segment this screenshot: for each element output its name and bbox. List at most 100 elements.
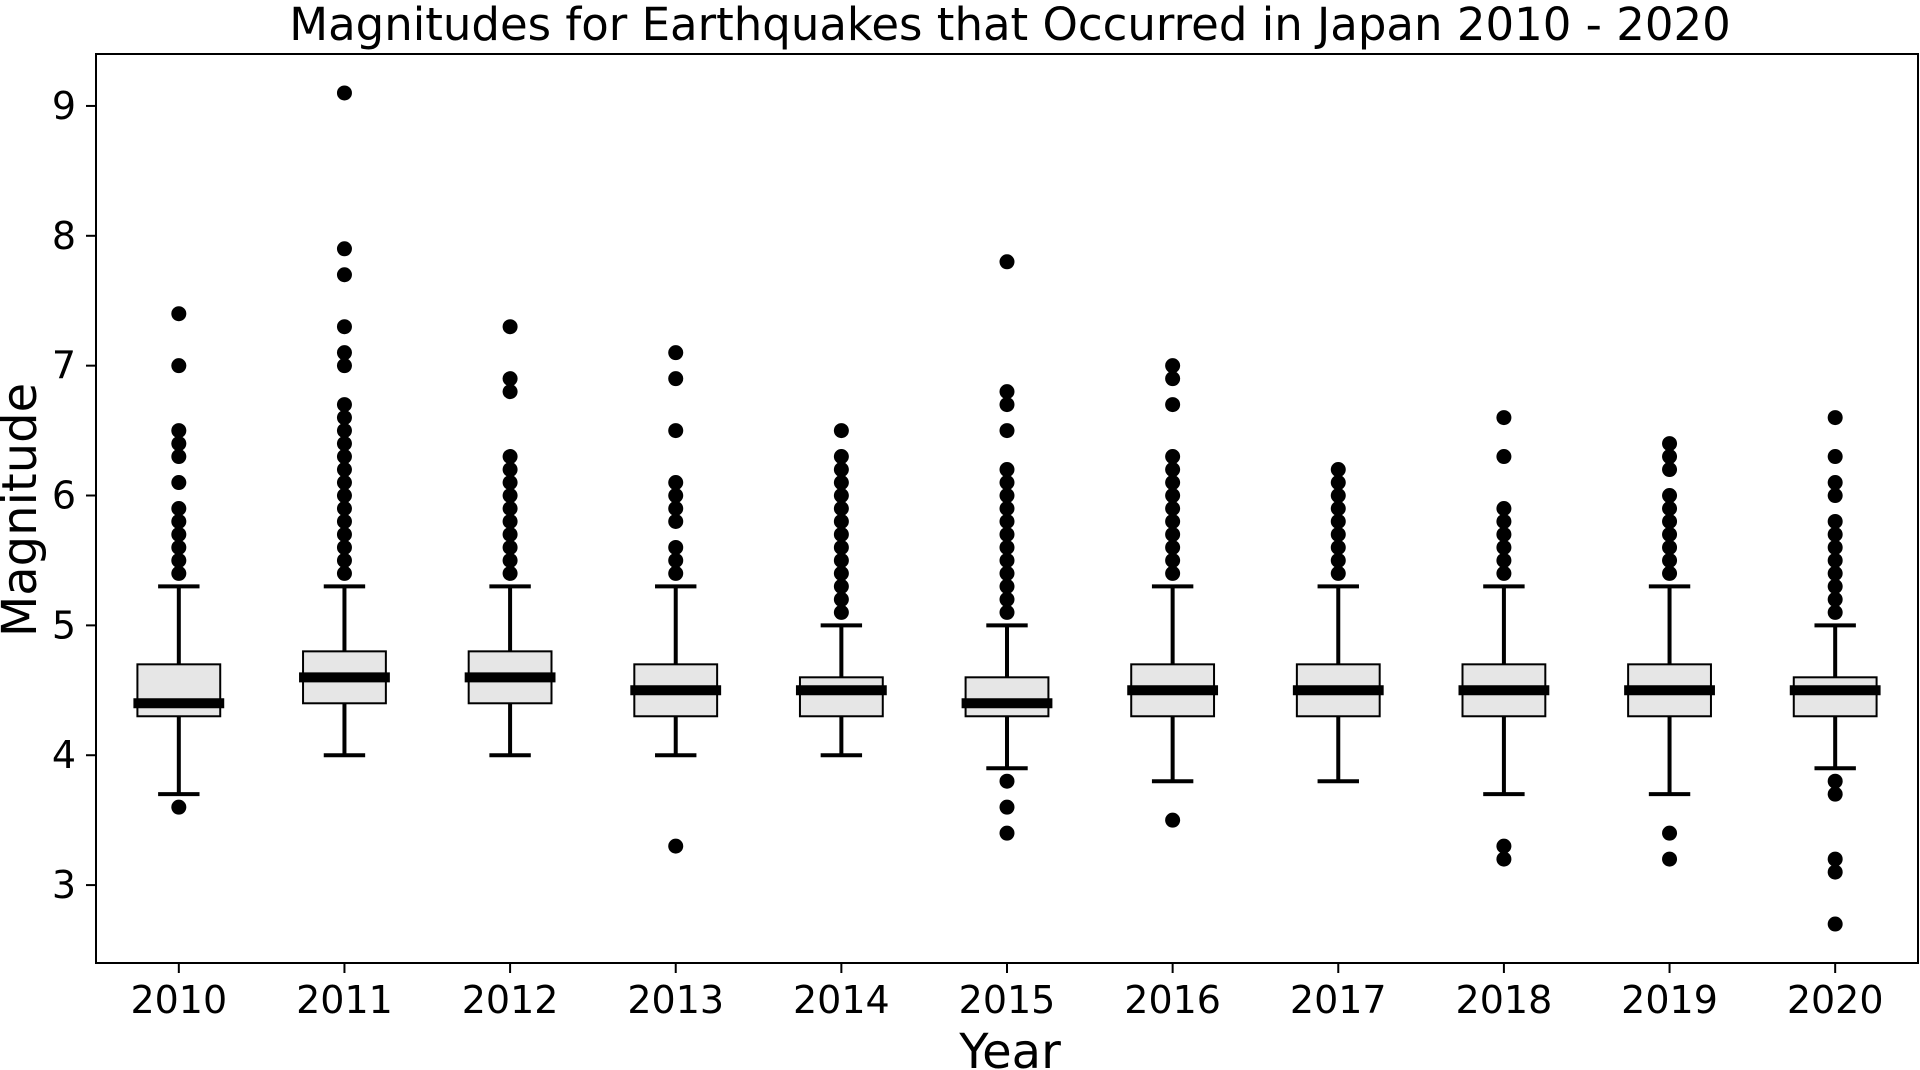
outlier-point: [502, 526, 518, 542]
outlier-point: [1330, 488, 1346, 504]
outlier-point: [1827, 449, 1843, 465]
outlier-point: [1662, 436, 1678, 452]
outlier-point: [999, 539, 1015, 555]
outlier-point: [999, 799, 1015, 815]
outlier-point: [668, 371, 684, 387]
outlier-point: [502, 462, 518, 478]
outlier-point: [1662, 539, 1678, 555]
outlier-point: [668, 565, 684, 581]
outlier-point: [1827, 552, 1843, 568]
outlier-point: [1496, 565, 1512, 581]
outlier-point: [336, 397, 352, 413]
outlier-point: [999, 591, 1015, 607]
x-tick-label: 2013: [627, 978, 724, 1022]
outlier-point: [1662, 565, 1678, 581]
outlier-point: [999, 552, 1015, 568]
outlier-point: [1827, 526, 1843, 542]
outlier-point: [336, 462, 352, 478]
box-iqr: [964, 676, 1050, 718]
outlier-point: [668, 345, 684, 361]
y-tick-label: 7: [52, 344, 76, 388]
outlier-point: [1330, 552, 1346, 568]
outlier-point: [336, 488, 352, 504]
outlier-point: [833, 552, 849, 568]
outlier-point: [833, 462, 849, 478]
outlier-point: [1496, 552, 1512, 568]
outlier-point: [999, 384, 1015, 400]
outlier-point: [1496, 501, 1512, 516]
outlier-point: [1827, 539, 1843, 555]
x-tick-label: 2015: [959, 978, 1056, 1022]
x-tick-label: 2018: [1456, 978, 1553, 1022]
outlier-point: [1662, 851, 1678, 867]
outlier-point: [999, 825, 1015, 841]
outlier-point: [502, 371, 518, 387]
outlier-point: [999, 773, 1015, 789]
outlier-point: [833, 539, 849, 555]
outlier-point: [336, 449, 352, 465]
outlier-point: [1662, 825, 1678, 841]
outlier-point: [502, 319, 518, 335]
outlier-point: [999, 578, 1015, 594]
outlier-point: [502, 513, 518, 529]
outlier-point: [1662, 449, 1678, 465]
outlier-point: [1165, 449, 1181, 465]
outlier-point: [833, 578, 849, 594]
outlier-point: [999, 423, 1015, 439]
outlier-point: [1827, 773, 1843, 789]
outlier-point: [171, 423, 187, 439]
outlier-point: [336, 565, 352, 581]
outlier-point: [999, 565, 1015, 581]
outlier-point: [1165, 552, 1181, 568]
outlier-point: [1496, 410, 1512, 426]
outlier-point: [1496, 539, 1512, 555]
outlier-point: [1165, 358, 1181, 374]
outlier-point: [833, 501, 849, 516]
outlier-point: [999, 526, 1015, 542]
outlier-point: [1330, 565, 1346, 581]
y-tick-label: 8: [52, 214, 76, 258]
outlier-point: [1827, 851, 1843, 867]
outlier-point: [1330, 513, 1346, 529]
outlier-point: [336, 410, 352, 426]
outlier-point: [1330, 539, 1346, 555]
outlier-point: [336, 436, 352, 452]
outlier-point: [999, 462, 1015, 478]
outlier-point: [999, 254, 1015, 270]
outlier-point: [171, 513, 187, 529]
outlier-point: [1662, 501, 1678, 516]
outlier-point: [1662, 526, 1678, 542]
outlier-point: [668, 501, 684, 516]
outlier-point: [999, 604, 1015, 620]
outlier-point: [1827, 786, 1843, 802]
outlier-point: [833, 526, 849, 542]
outlier-point: [1827, 475, 1843, 491]
x-tick-label: 2017: [1290, 978, 1387, 1022]
outlier-point: [1165, 397, 1181, 413]
outlier-point: [999, 488, 1015, 504]
outlier-point: [1165, 501, 1181, 516]
outlier-point: [336, 85, 352, 101]
outlier-point: [1827, 565, 1843, 581]
outlier-point: [336, 539, 352, 555]
x-tick-label: 2014: [793, 978, 890, 1022]
x-tick-label: 2010: [130, 978, 227, 1022]
y-tick-label: 6: [52, 474, 76, 518]
outlier-point: [833, 475, 849, 491]
outlier-point: [502, 488, 518, 504]
y-axis-label: Magnitude: [0, 383, 48, 637]
x-tick-label: 2012: [462, 978, 559, 1022]
outlier-point: [1165, 371, 1181, 387]
outlier-point: [1662, 552, 1678, 568]
outlier-point: [502, 539, 518, 555]
outlier-point: [1827, 604, 1843, 620]
outlier-point: [1165, 812, 1181, 828]
outlier-point: [668, 488, 684, 504]
outlier-point: [336, 267, 352, 283]
outlier-point: [502, 475, 518, 491]
outlier-point: [336, 345, 352, 361]
outlier-point: [833, 449, 849, 465]
outlier-point: [1827, 916, 1843, 932]
outlier-point: [833, 513, 849, 529]
outlier-point: [171, 526, 187, 542]
